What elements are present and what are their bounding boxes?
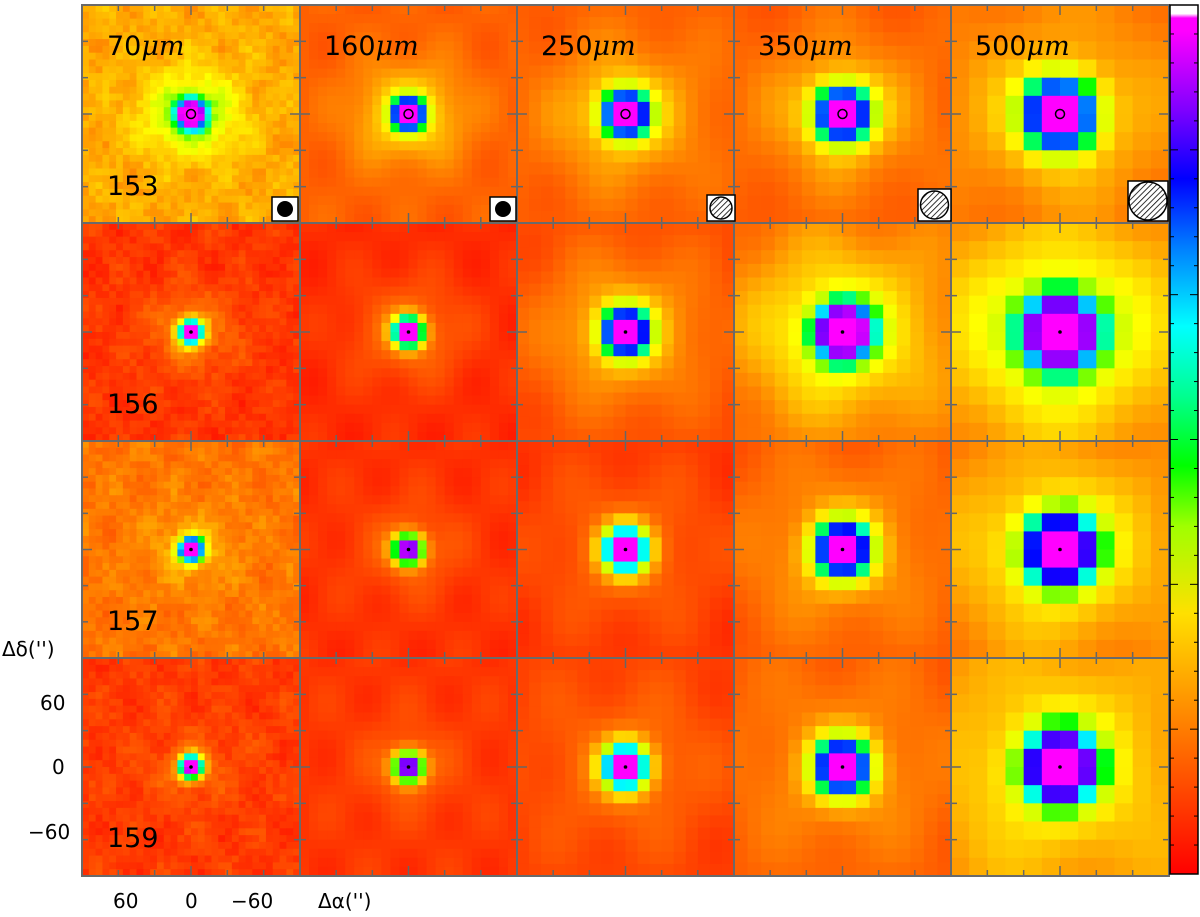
source-position-marker — [1058, 765, 1062, 769]
beam-size-inset — [917, 188, 952, 222]
wavelength-label-350: 350μm — [758, 31, 853, 62]
map-panel — [300, 5, 518, 224]
map-panel — [300, 658, 518, 877]
x-tick-label: 0 — [185, 889, 198, 913]
source-position-marker — [620, 108, 631, 120]
map-panel — [951, 5, 1170, 224]
source-label-156: 156 — [107, 389, 159, 420]
source-position-marker — [406, 547, 411, 552]
map-panel — [300, 441, 518, 659]
source-position-marker — [1058, 547, 1062, 552]
map-panel — [300, 223, 518, 442]
map-panel — [517, 223, 735, 442]
map-panel — [734, 223, 952, 442]
wavelength-label-500: 500μm — [975, 31, 1070, 62]
source-position-marker — [185, 108, 197, 120]
beam-size-inset — [706, 194, 736, 222]
source-position-marker — [840, 330, 845, 334]
beam-size-inset — [489, 196, 517, 222]
map-panel — [951, 441, 1170, 659]
map-panel — [951, 223, 1170, 442]
beam-size-inset — [1127, 180, 1169, 222]
map-panel — [517, 441, 735, 659]
x-axis-title: Δα('') — [318, 889, 372, 913]
source-position-marker — [406, 330, 411, 334]
y-tick-label: 60 — [40, 691, 66, 715]
map-panel — [82, 5, 301, 224]
source-position-marker — [1058, 330, 1062, 334]
source-position-marker — [840, 765, 845, 769]
wavelength-label-70: 70μm — [107, 31, 185, 62]
source-position-marker — [840, 547, 845, 552]
panel-frame — [950, 657, 1170, 877]
map-panel — [951, 658, 1170, 877]
source-position-marker — [406, 765, 411, 769]
source-label-157: 157 — [107, 606, 159, 637]
source-position-marker — [623, 330, 628, 334]
wavelength-label-250: 250μm — [541, 31, 636, 62]
source-label-153: 153 — [107, 171, 159, 202]
y-axis-title: Δδ('') — [2, 637, 55, 661]
x-tick-label: −60 — [231, 889, 274, 913]
wavelength-label-160: 160μm — [324, 31, 419, 62]
map-panel — [734, 658, 952, 877]
map-panel — [82, 441, 301, 659]
source-position-marker — [189, 547, 193, 552]
map-panel — [82, 658, 301, 877]
map-panel — [82, 223, 301, 442]
colorbar — [1169, 4, 1199, 875]
source-position-marker — [189, 765, 193, 769]
source-position-marker — [189, 330, 193, 334]
source-position-marker — [1054, 108, 1066, 120]
y-tick-label: −60 — [28, 820, 71, 844]
map-panel — [517, 658, 735, 877]
source-label-159: 159 — [107, 823, 159, 854]
source-position-marker — [623, 765, 628, 769]
source-position-marker — [623, 547, 628, 552]
map-panel — [734, 441, 952, 659]
beam-size-inset — [271, 196, 299, 222]
source-position-marker — [403, 108, 414, 120]
y-tick-label: 0 — [52, 755, 65, 779]
x-tick-label: 60 — [113, 889, 139, 913]
source-position-marker — [837, 108, 848, 120]
